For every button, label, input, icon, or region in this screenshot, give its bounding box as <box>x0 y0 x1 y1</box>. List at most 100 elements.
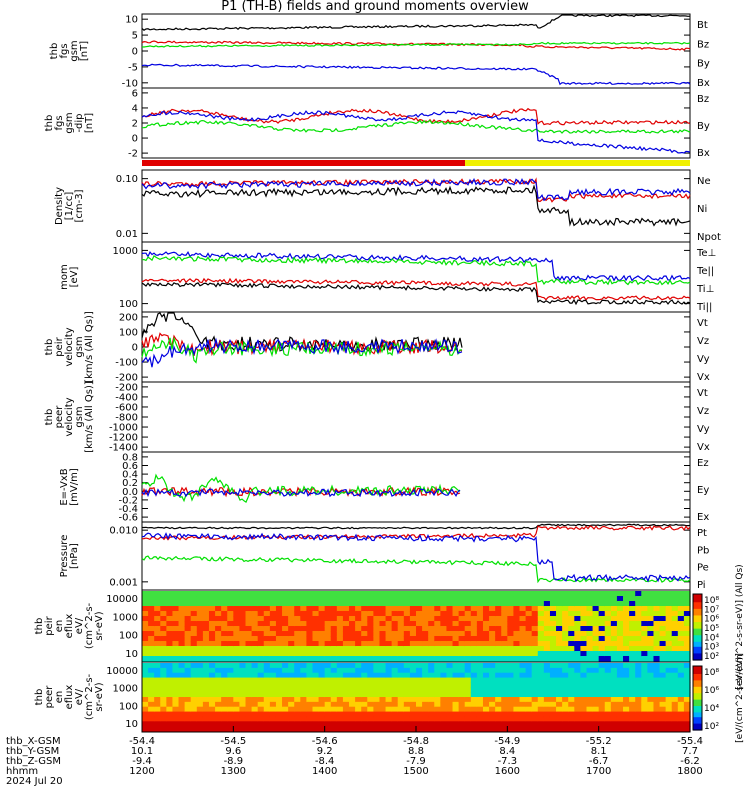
x-tick-label: -8.9 <box>224 756 244 767</box>
series-Bx-dip <box>141 110 691 154</box>
y-tick-label: 10 <box>125 719 138 730</box>
x-tick-label: 1400 <box>312 766 337 777</box>
y-tick-label: -10 <box>122 78 138 89</box>
legend-Ex: Ex <box>697 512 709 523</box>
x-tick-label: 8.4 <box>499 746 515 757</box>
plot-title: P1 (TH-B) fields and ground moments over… <box>221 0 529 14</box>
x-tick-label: 1800 <box>677 766 702 777</box>
y-tick-label: 0.6 <box>122 461 138 472</box>
series-Ne <box>141 177 691 203</box>
series-Pb <box>141 525 691 541</box>
colorbar-tick: 10⁶ <box>704 686 719 696</box>
y-axis-label: thb <box>34 618 45 635</box>
y-tick-label: 10000 <box>106 666 138 677</box>
y-tick-label: 0.2 <box>122 478 138 489</box>
date-label: 2024 Jul 20 <box>6 776 63 787</box>
y-tick-label: -1200 <box>109 433 138 444</box>
y-tick-label: 100 <box>119 701 138 712</box>
y-axis-label: (cm^2-s- <box>84 602 95 649</box>
x-tick-label: -55.4 <box>677 736 703 747</box>
y-axis-label: [cm-3] <box>74 189 85 222</box>
mode-bar-slow <box>142 160 465 166</box>
y-axis-label: fgs <box>59 43 70 58</box>
x-tick-label: -7.3 <box>498 756 518 767</box>
y-tick-label: 0.010 <box>109 526 138 537</box>
y-tick-label: 1000 <box>113 684 138 695</box>
x-tick-label: 1600 <box>495 766 520 777</box>
x-tick-label: 7.7 <box>682 746 698 757</box>
y-axis-label: [km/s (All Qs)] <box>84 381 95 453</box>
y-axis-label: peir <box>54 336 65 356</box>
colorbar-tick: 10² <box>704 652 719 662</box>
series-Teperp <box>141 277 691 301</box>
y-axis-label: [nPa] <box>69 543 80 569</box>
legend-Vt: Vt <box>697 318 708 329</box>
series-Tepar <box>141 282 691 306</box>
y-tick-label: -5 <box>128 62 138 73</box>
y-axis-label: Pressure <box>59 535 70 578</box>
y-axis-label: [1/cc] <box>64 192 75 221</box>
colorbar-tick: 10⁴ <box>704 633 719 643</box>
y-tick-label: 0 <box>132 134 138 145</box>
y-tick-label: 6 <box>132 88 138 99</box>
legend-Vt: Vt <box>697 388 708 399</box>
legend-Bz: Bz <box>697 94 709 105</box>
x-axis-row-label: thb_Y-GSM <box>6 746 59 757</box>
y-axis-label: velocity <box>64 397 75 436</box>
y-tick-label: 1000 <box>113 246 138 257</box>
x-tick-label: 9.2 <box>317 746 333 757</box>
y-axis-label: thb <box>44 339 55 356</box>
y-axis-label: gsm <box>69 40 80 61</box>
y-axis-label: E=-VxB <box>59 468 70 505</box>
legend-Te⊥: Te⊥ <box>696 248 716 259</box>
x-tick-label: 1200 <box>129 766 154 777</box>
y-axis-label: eV/ <box>74 617 85 634</box>
y-tick-label: -600 <box>115 402 138 413</box>
y-axis-label: thb <box>44 115 55 132</box>
panel-frame-peer_vel <box>141 381 691 453</box>
y-axis-label: mom <box>59 264 70 290</box>
y-axis-label: peir <box>44 615 55 635</box>
y-tick-label: 4 <box>132 103 138 114</box>
x-tick-label: -54.5 <box>220 736 246 747</box>
legend-Te||: Te|| <box>696 266 714 277</box>
legend-Vz: Vz <box>697 336 709 347</box>
series-Pi <box>141 532 691 583</box>
series-By-dip <box>141 119 691 134</box>
mode-bar-fast <box>465 160 690 166</box>
y-tick-label: 10000 <box>106 594 138 605</box>
x-tick-label: -8.4 <box>315 756 335 767</box>
colorbar-peer <box>693 666 702 731</box>
y-axis-label: (cm^2-s- <box>84 673 95 720</box>
x-tick-label: 8.1 <box>591 746 607 757</box>
y-axis-label: peer <box>54 405 65 429</box>
y-axis-label: eflux <box>64 614 75 639</box>
series-Tiperp <box>141 250 691 282</box>
series-Bx <box>141 63 691 86</box>
series-Ex <box>141 487 461 498</box>
legend-Pi: Pi <box>697 580 706 591</box>
y-axis-label: [eV] <box>69 267 80 288</box>
x-axis-row-label: hhmm <box>6 766 38 777</box>
y-tick-label: -800 <box>115 413 138 424</box>
series-Bt <box>141 14 691 31</box>
x-tick-label: 9.6 <box>225 746 241 757</box>
y-axis-label: [km/s (All Qs)] <box>84 311 95 383</box>
y-tick-label: 0.0 <box>122 487 138 498</box>
legend-By: By <box>697 59 710 70</box>
x-axis-row-label: thb_Z-GSM <box>6 756 61 767</box>
y-tick-label: -200 <box>115 373 138 384</box>
legend-Bz: Bz <box>697 39 709 50</box>
colorbar-label: [eV/(cm^2-s-sr-eV)] (All Qs) <box>735 564 745 689</box>
colorbar-tick: 10⁶ <box>704 615 719 625</box>
y-tick-label: 1000 <box>113 612 138 623</box>
x-tick-label: -6.7 <box>589 756 609 767</box>
y-tick-label: 0.10 <box>116 174 138 185</box>
y-axis-label: gsm <box>64 112 75 133</box>
y-tick-label: -2 <box>128 149 138 160</box>
y-axis-label: fgs <box>54 115 65 130</box>
series-Bz-dip <box>141 107 691 126</box>
legend-Bt: Bt <box>697 20 708 31</box>
